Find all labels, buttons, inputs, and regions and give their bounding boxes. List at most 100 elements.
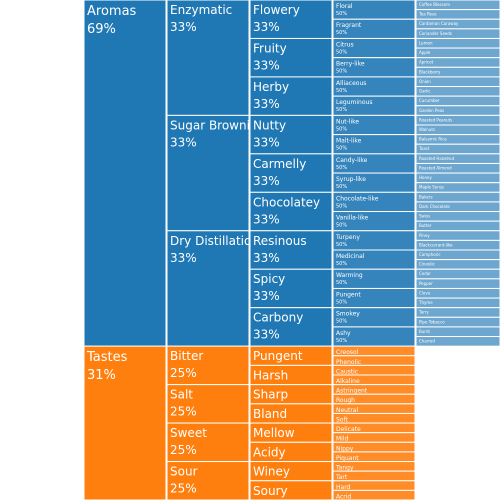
icicle-cell-pepper[interactable]: Pepper [415, 278, 500, 289]
icicle-rect[interactable] [249, 76, 333, 116]
icicle-cell-walnuts[interactable]: Walnuts [415, 124, 500, 136]
icicle-rect[interactable] [249, 114, 333, 155]
icicle-cell-rough[interactable]: Rough [332, 393, 416, 405]
icicle-cell-spicy[interactable]: Spicy 33% [249, 268, 333, 309]
icicle-cell-nutty[interactable]: Nutty 33% [249, 114, 333, 155]
icicle-cell-neutral[interactable]: Neutral [332, 403, 416, 414]
icicle-cell-balsamic-rice[interactable]: Balsamic Rice [415, 134, 500, 145]
icicle-rect[interactable] [166, 0, 250, 116]
icicle-cell-tea-rose[interactable]: Tea Rose [415, 9, 500, 20]
icicle-cell-salt[interactable]: Salt 25% [166, 384, 250, 424]
icicle-rect[interactable] [249, 37, 333, 78]
icicle-cell-nippy[interactable]: Nippy [332, 441, 416, 453]
icicle-cell-alkaline[interactable]: Alkaline [332, 374, 416, 386]
icicle-cell-tangy[interactable]: Tangy [332, 461, 416, 472]
icicle-cell-soury[interactable]: Soury50% [249, 480, 333, 500]
icicle-cell-coffee-blossom[interactable]: Coffee Blossom [415, 0, 500, 11]
icicle-cell-coriander-seeds[interactable]: Coriander Seeds [415, 28, 500, 39]
icicle-cell-apricot[interactable]: Apricot [415, 57, 500, 68]
icicle-cell-swiss[interactable]: Swiss [415, 211, 500, 222]
icicle-cell-soft[interactable]: Soft [332, 412, 416, 424]
icicle-cell-butter[interactable]: Butter [415, 220, 500, 232]
icicle-cell-sour[interactable]: Sour 25% [166, 461, 250, 500]
icicle-cell-lemon[interactable]: Lemon [415, 37, 500, 49]
icicle-rect[interactable] [166, 345, 250, 386]
icicle-cell-hard[interactable]: Hard [332, 480, 416, 491]
icicle-cell-phenolic[interactable]: Phenolic [332, 355, 416, 366]
icicle-rect[interactable] [166, 230, 250, 347]
icicle-rect[interactable] [249, 307, 333, 347]
icicle-cell-aromas[interactable]: Aromas 69% [83, 0, 167, 347]
icicle-rect[interactable] [166, 384, 250, 424]
icicle-cell-dark-chocolate[interactable]: Dark Chocolate [415, 201, 500, 213]
icicle-rect[interactable] [83, 345, 167, 500]
icicle-rect[interactable] [249, 153, 333, 193]
icicle-cell-acrid[interactable]: Acrid [332, 489, 416, 500]
icicle-cell-chocolatey[interactable]: Chocolatey 33% [249, 191, 333, 232]
icicle-cell-resinous[interactable]: Resinous 33% [249, 230, 333, 270]
icicle-cell-sugar-browning[interactable]: Sugar Browning 33% [166, 114, 265, 232]
icicle-cell-honey[interactable]: Honey [415, 172, 500, 184]
icicle-cell-roasted-hazelnut[interactable]: Roasted Hazelnut [415, 153, 500, 164]
icicle-cell-caustic[interactable]: Caustic [332, 364, 416, 376]
icicle-cell-burnt[interactable]: Burnt [415, 326, 500, 338]
icicle-cell-creosol[interactable]: Creosol [332, 345, 416, 357]
icicle-rect[interactable] [249, 230, 333, 270]
icicle-cell-garlic[interactable]: Garlic [415, 86, 500, 97]
icicle-rect[interactable] [415, 336, 500, 347]
icicle-cell-fruity[interactable]: Fruity 33% [249, 37, 333, 78]
icicle-cell-piney[interactable]: Piney [415, 230, 500, 241]
icicle-cell-pipe-tobacco[interactable]: Pipe Tobacco [415, 316, 500, 328]
icicle-cell-clove[interactable]: Clove [415, 287, 500, 299]
icicle-rect[interactable] [83, 0, 167, 347]
icicle-cell-herby[interactable]: Herby 33% [249, 76, 333, 116]
icicle-cell-roasted-peanuts[interactable]: Roasted Peanuts [415, 114, 500, 126]
icicle-cell-mellow[interactable]: Mellow50% [249, 422, 333, 457]
icicle-cell-bitter[interactable]: Bitter 25% [166, 345, 250, 386]
icicle-cell-carbony[interactable]: Carbony 33% [249, 307, 333, 347]
icicle-cell-cardamon-caraway[interactable]: Cardamon Caraway [415, 18, 500, 30]
icicle-cell-garden-peas[interactable]: Garden Peas [415, 105, 500, 116]
icicle-cell-roasted-almond[interactable]: Roasted Almond [415, 162, 500, 174]
icicle-cell-astringent[interactable]: Astringent [332, 384, 416, 395]
icicle-cell-onion[interactable]: Onion [415, 76, 500, 88]
icicle-cell-tarry[interactable]: Tarry [415, 307, 500, 318]
icicle-cell-cedar[interactable]: Cedar [415, 268, 500, 280]
icicle-cell-blackberry[interactable]: Blackberry [415, 66, 500, 78]
icicle-cell-cucumber[interactable]: Cucumber [415, 95, 500, 107]
icicle-cell-blackcurrant-like[interactable]: Blackcurrant-like [415, 239, 500, 251]
icicle-rect[interactable] [166, 114, 250, 232]
icicle-rect[interactable] [249, 268, 333, 309]
icicle-cell-dry-distillation[interactable]: Dry Distillation 33% [166, 230, 259, 347]
icicle-cell-enzymatic[interactable]: Enzymatic 33% [166, 0, 250, 116]
icicle-rect[interactable] [166, 422, 250, 463]
icicle-cell-cineolic[interactable]: Cineolic [415, 259, 500, 270]
icicle-cell-tastes[interactable]: Tastes 31% [83, 345, 167, 500]
icicle-cell-thyme[interactable]: Thyme [415, 297, 500, 309]
icicle-rect[interactable] [249, 0, 333, 39]
icicle-cell-tart[interactable]: Tart [332, 470, 416, 482]
icicle-cell-piquant[interactable]: Piquant [332, 451, 416, 463]
icicle-cell-camphoric[interactable]: Camphoric [415, 249, 500, 261]
icicle-cell-delicate[interactable]: Delicate [332, 422, 416, 434]
icicle-cell-charred[interactable]: Charred [415, 336, 500, 347]
icicle-cell-carmelly[interactable]: Carmelly 33% [249, 153, 333, 193]
icicle-cell-bakers[interactable]: Bakers [415, 191, 500, 203]
icicle-cell-sweet[interactable]: Sweet 25% [166, 422, 250, 463]
icicle-rect[interactable] [166, 461, 250, 500]
